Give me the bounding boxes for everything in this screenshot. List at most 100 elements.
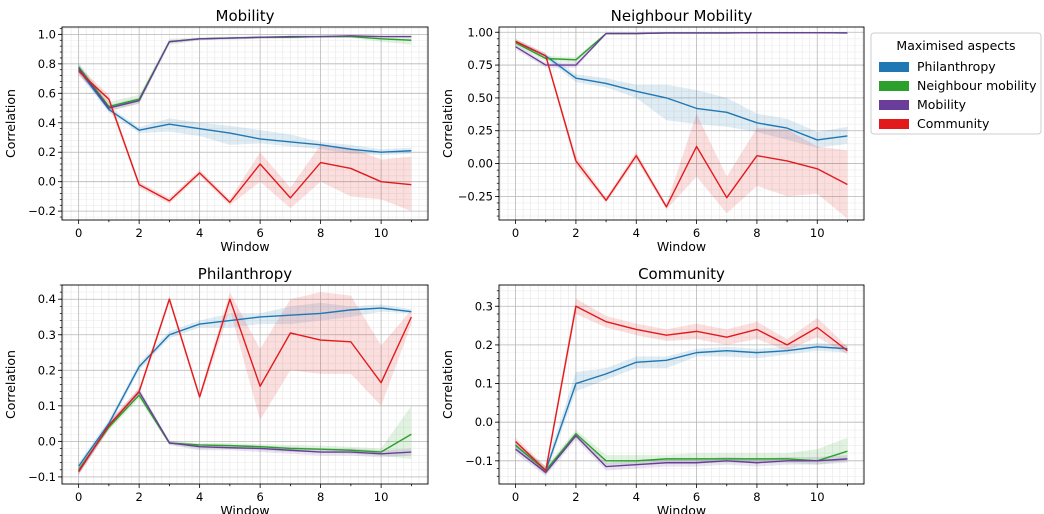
y-axis: −0.1 0.0 0.1 0.2 0.3 bbox=[465, 290, 499, 477]
band-community bbox=[78, 66, 412, 212]
y-tick-label: 0.25 bbox=[467, 124, 493, 138]
y-axis-label: Correlation bbox=[3, 89, 18, 158]
y-tick-label: −0.2 bbox=[28, 204, 56, 218]
y-tick-label: 0.6 bbox=[38, 86, 56, 100]
x-tick-label: 4 bbox=[196, 226, 203, 240]
y-tick-label: −0.1 bbox=[28, 470, 56, 484]
panel-mobility: 0 2 4 6 8 10 −0.2 0.0 0.2 0.4 0.6 0.8 1.0 Mobility Win… bbox=[3, 7, 429, 254]
chart-title: Community bbox=[638, 265, 725, 283]
line-community bbox=[515, 40, 848, 208]
axes-frame bbox=[498, 26, 865, 221]
band-community bbox=[78, 292, 412, 476]
x-axis-label: Window bbox=[220, 239, 269, 254]
y-axis-label: Correlation bbox=[440, 89, 455, 158]
legend-label: Community bbox=[917, 116, 990, 131]
band-philanthropy bbox=[78, 65, 412, 156]
legend-label: Neighbour mobility bbox=[917, 78, 1037, 93]
y-tick-label: −0.25 bbox=[458, 189, 493, 203]
axes-frame bbox=[61, 26, 429, 221]
y-tick-label: 0.1 bbox=[38, 399, 56, 413]
chart-title: Neighbour Mobility bbox=[611, 7, 753, 25]
band-mobility bbox=[515, 431, 848, 477]
y-axis: −0.25 0.00 0.25 0.50 0.75 1.00 bbox=[458, 25, 499, 217]
x-tick-label: 2 bbox=[572, 490, 579, 504]
band-neighbour-mobility bbox=[515, 429, 848, 475]
x-axis: 0 2 4 6 8 10 bbox=[512, 220, 848, 240]
y-tick-label: 0.0 bbox=[38, 434, 56, 448]
x-tick-label: 2 bbox=[135, 226, 142, 240]
x-tick-label: 2 bbox=[135, 490, 142, 504]
x-axis-label: Window bbox=[220, 503, 269, 514]
x-axis-label: Window bbox=[657, 503, 706, 514]
legend-item-philanthropy: Philanthropy bbox=[879, 59, 996, 74]
legend-swatch bbox=[879, 119, 909, 129]
line-mobility bbox=[515, 31, 848, 66]
legend-item-community: Community bbox=[879, 116, 990, 131]
series-group bbox=[515, 31, 848, 219]
series-group bbox=[78, 35, 412, 212]
line-philanthropy bbox=[515, 346, 848, 472]
major-grid bbox=[62, 27, 428, 220]
line-philanthropy bbox=[78, 69, 412, 153]
line-community bbox=[515, 305, 848, 472]
x-tick-label: 10 bbox=[810, 490, 825, 504]
legend: Maximised aspects Philanthropy Neighbour m… bbox=[870, 32, 1042, 135]
y-tick-label: 0.8 bbox=[38, 57, 56, 71]
line-community bbox=[78, 298, 412, 472]
y-axis-label: Correlation bbox=[3, 350, 18, 419]
x-tick-label: 0 bbox=[75, 226, 82, 240]
x-tick-label: 0 bbox=[512, 226, 519, 240]
x-tick-label: 4 bbox=[196, 490, 203, 504]
y-tick-label: 0.4 bbox=[38, 116, 56, 130]
y-tick-label: 0.2 bbox=[38, 145, 56, 159]
x-tick-label: 10 bbox=[374, 226, 389, 240]
y-tick-label: 0.00 bbox=[467, 157, 493, 171]
x-tick-label: 0 bbox=[512, 490, 519, 504]
line-community bbox=[78, 70, 412, 204]
chart-title: Mobility bbox=[216, 7, 275, 25]
x-tick-label: 10 bbox=[810, 226, 825, 240]
x-axis: 0 2 4 6 8 10 bbox=[512, 484, 848, 504]
y-tick-label: 0.75 bbox=[467, 58, 493, 72]
x-tick-label: 10 bbox=[374, 490, 389, 504]
y-axis: −0.1 0.0 0.1 0.2 0.3 0.4 bbox=[28, 284, 62, 484]
series-group bbox=[515, 298, 848, 477]
line-mobility bbox=[78, 35, 412, 109]
legend-label: Philanthropy bbox=[917, 59, 996, 74]
minor-grid bbox=[499, 285, 864, 484]
y-tick-label: 0.4 bbox=[38, 292, 56, 306]
x-tick-label: 6 bbox=[693, 490, 700, 504]
line-neighbour-mobility bbox=[78, 394, 412, 471]
x-tick-label: 2 bbox=[572, 226, 579, 240]
y-axis-label: Correlation bbox=[440, 350, 455, 419]
band-philanthropy bbox=[78, 302, 412, 470]
x-tick-label: 8 bbox=[753, 226, 760, 240]
x-tick-label: 4 bbox=[633, 226, 640, 240]
y-tick-label: 0.3 bbox=[475, 299, 493, 313]
line-mobility bbox=[515, 434, 848, 474]
y-tick-label: 0.2 bbox=[38, 363, 56, 377]
y-tick-label: 0.2 bbox=[475, 338, 493, 352]
legend-label: Mobility bbox=[917, 97, 967, 112]
x-axis: 0 2 4 6 8 10 bbox=[75, 484, 412, 504]
band-philanthropy bbox=[515, 38, 848, 148]
line-philanthropy bbox=[78, 307, 412, 467]
legend-swatch bbox=[879, 81, 909, 91]
line-philanthropy bbox=[515, 40, 848, 141]
x-tick-label: 6 bbox=[256, 226, 263, 240]
band-mobility bbox=[78, 388, 412, 476]
x-axis: 0 2 4 6 8 10 bbox=[75, 220, 412, 240]
major-grid bbox=[62, 285, 428, 484]
x-tick-label: 6 bbox=[693, 226, 700, 240]
legend-swatch bbox=[879, 100, 909, 110]
panel-neighbour-mobility: 0 2 4 6 8 10 −0.25 0.00 0.25 0.50 0.75 1.00 Neighbou… bbox=[440, 7, 865, 254]
x-tick-label: 0 bbox=[75, 490, 82, 504]
x-tick-label: 6 bbox=[256, 490, 263, 504]
major-grid bbox=[499, 285, 864, 484]
panel-philanthropy: 0 2 4 6 8 10 −0.1 0.0 0.1 0.2 0.3 0.4 Philanthropy Wi… bbox=[3, 265, 429, 514]
y-tick-label: 0.0 bbox=[475, 415, 493, 429]
x-axis-label: Window bbox=[657, 239, 706, 254]
y-tick-label: 0.1 bbox=[475, 377, 493, 391]
line-neighbour-mobility bbox=[515, 433, 848, 472]
